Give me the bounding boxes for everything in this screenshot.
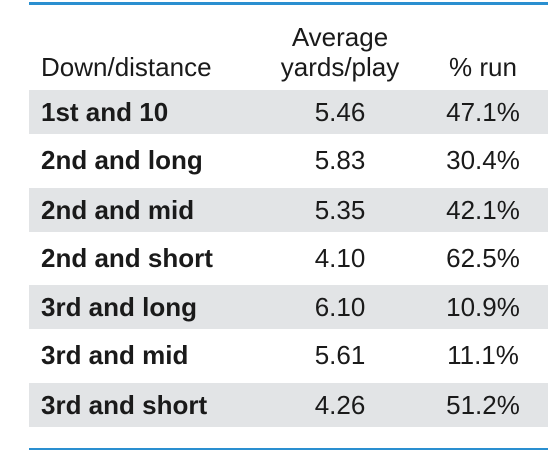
row-percent-run: 47.1%: [446, 97, 520, 127]
row-average-yards: 5.46: [314, 97, 366, 127]
row-average-yards: 4.26: [314, 390, 366, 420]
row-average-yards: 5.83: [314, 145, 366, 175]
table-row: 2nd and long 5.83 30.4%: [29, 138, 548, 182]
row-percent-run: 62.5%: [446, 243, 520, 273]
row-average-yards: 6.10: [314, 292, 366, 322]
header-down-distance: Down/distance: [41, 52, 212, 82]
row-label: 2nd and long: [41, 145, 203, 175]
table-row: 3rd and mid 5.61 11.1%: [29, 333, 548, 377]
row-label: 2nd and mid: [41, 195, 195, 225]
row-percent-run: 10.9%: [446, 292, 520, 322]
table-header: Down/distance Average yards/play % run: [29, 0, 548, 90]
table-row: 2nd and short 4.10 62.5%: [29, 236, 548, 280]
header-average-line2: yards/play: [280, 52, 400, 82]
row-label: 3rd and long: [41, 292, 197, 322]
header-average-yards-per-play: Average yards/play: [265, 22, 415, 82]
row-average-yards: 4.10: [314, 243, 366, 273]
row-label: 1st and 10: [41, 97, 169, 127]
row-percent-run: 42.1%: [446, 195, 520, 225]
row-average-yards: 5.35: [314, 195, 366, 225]
row-label: 3rd and short: [41, 390, 208, 420]
row-label: 2nd and short: [41, 243, 213, 273]
table-row: 1st and 10 5.46 47.1%: [29, 90, 548, 134]
top-rule: [29, 2, 548, 5]
bottom-rule: [29, 448, 548, 450]
row-average-yards: 5.61: [314, 340, 366, 370]
table-row: 3rd and long 6.10 10.9%: [29, 285, 548, 329]
row-label: 3rd and mid: [41, 340, 189, 370]
header-percent-run: % run: [449, 52, 517, 82]
header-average-line1: Average: [291, 22, 389, 52]
table-row: 2nd and mid 5.35 42.1%: [29, 188, 548, 232]
row-percent-run: 51.2%: [446, 390, 520, 420]
row-percent-run: 11.1%: [447, 340, 519, 370]
row-percent-run: 30.4%: [446, 145, 520, 175]
table-row: 3rd and short 4.26 51.2%: [29, 383, 548, 427]
